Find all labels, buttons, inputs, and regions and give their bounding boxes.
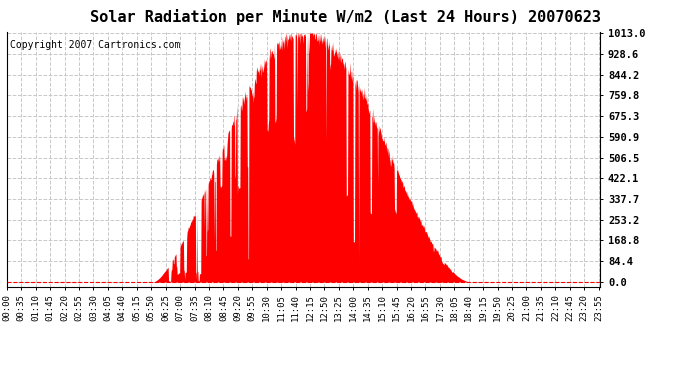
Text: Solar Radiation per Minute W/m2 (Last 24 Hours) 20070623: Solar Radiation per Minute W/m2 (Last 24… <box>90 9 600 26</box>
Text: Copyright 2007 Cartronics.com: Copyright 2007 Cartronics.com <box>10 39 180 50</box>
